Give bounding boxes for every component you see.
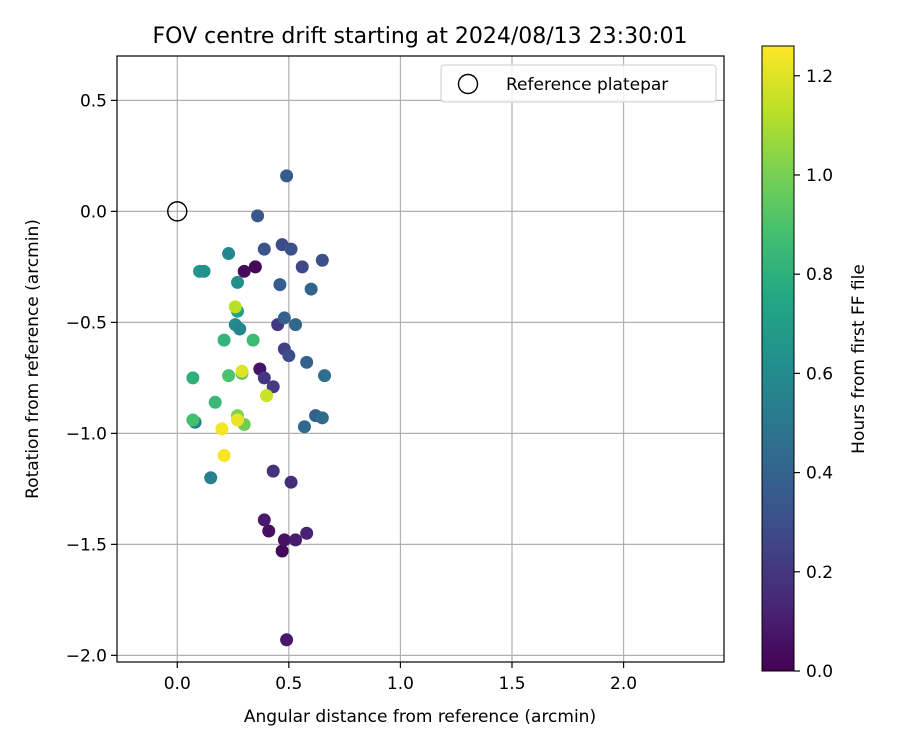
data-point [275,544,289,558]
data-point [231,275,245,289]
data-point [222,369,236,383]
colorbar-tick-label: 0.8 [806,265,833,285]
data-point [257,242,271,256]
data-point [262,524,276,538]
data-point [315,253,329,267]
colorbar-tick-label: 0.6 [806,364,833,384]
y-tick-label: −0.5 [66,313,107,333]
data-point [257,513,271,527]
data-point [300,526,314,540]
plot-frame [116,55,725,663]
data-point [280,169,294,183]
legend: Reference platepar [440,64,717,103]
data-point [233,322,247,336]
colorbar-label: Hours from first FF file [849,264,869,454]
x-axis-label: Angular distance from reference (arcmin) [244,707,596,727]
data-point [315,411,329,425]
x-tick-label: 0.5 [275,674,302,694]
y-tick-label: −1.0 [66,424,107,444]
data-point [248,260,262,274]
data-point [277,311,291,325]
chart-title: FOV centre drift starting at 2024/08/13 … [153,24,688,49]
x-tick-label: 2.0 [610,674,637,694]
data-point [266,380,280,394]
data-point [217,333,231,347]
x-tick-label: 0.0 [164,674,191,694]
y-tick-label: −1.5 [66,535,107,555]
axis-ticks: 0.0 0.5 1.0 1.5 2.0 0.5 0.0 −0.5 −1.0 −1.5 −2.0 [66,91,637,694]
colorbar-gradient [761,45,795,672]
data-point [318,369,332,383]
colorbar-tick-label: 0.0 [806,662,833,682]
y-tick-label: 0.0 [80,202,107,222]
y-tick-label: −2.0 [66,646,107,666]
data-point [282,349,296,363]
data-point [284,475,298,489]
colorbar: 0.0 0.2 0.4 0.6 0.8 1.0 1.2 Hours from first F… [761,45,869,682]
colorbar-tick-label: 1.0 [806,166,833,186]
data-point [208,395,222,409]
data-point [266,464,280,478]
data-point [222,247,236,261]
data-points [167,169,332,647]
colorbar-tick-label: 0.4 [806,464,833,484]
data-point [297,420,311,434]
legend-box [440,64,717,103]
data-point [237,264,251,278]
data-point [300,355,314,369]
data-point [277,533,291,547]
data-point [246,333,260,347]
y-axis-label: Rotation from reference (arcmin) [23,219,43,499]
data-point [215,422,229,436]
colorbar-ticks: 0.0 0.2 0.4 0.6 0.8 1.0 1.2 [794,67,833,682]
data-point [284,242,298,256]
x-tick-label: 1.0 [387,674,414,694]
data-point [289,533,303,547]
data-point [280,633,294,647]
data-point [217,449,231,463]
data-point [251,209,265,223]
data-point [186,413,200,427]
data-point [204,471,218,485]
data-point [231,413,245,427]
reference-platepar-marker [167,201,188,222]
data-point [273,278,287,292]
colorbar-tick-label: 0.2 [806,563,833,583]
data-point [304,282,318,296]
data-point [257,371,271,385]
legend-reference-marker [457,73,479,95]
data-point [295,260,309,274]
data-point [197,264,211,278]
data-point [289,318,303,332]
data-point [235,364,249,378]
data-point [260,389,274,403]
data-point [228,300,242,314]
data-point [186,371,200,385]
x-tick-label: 1.5 [498,674,525,694]
legend-entry-reference-platepar: Reference platepar [506,75,668,95]
y-tick-label: 0.5 [80,91,107,111]
colorbar-tick-label: 1.2 [806,67,833,87]
